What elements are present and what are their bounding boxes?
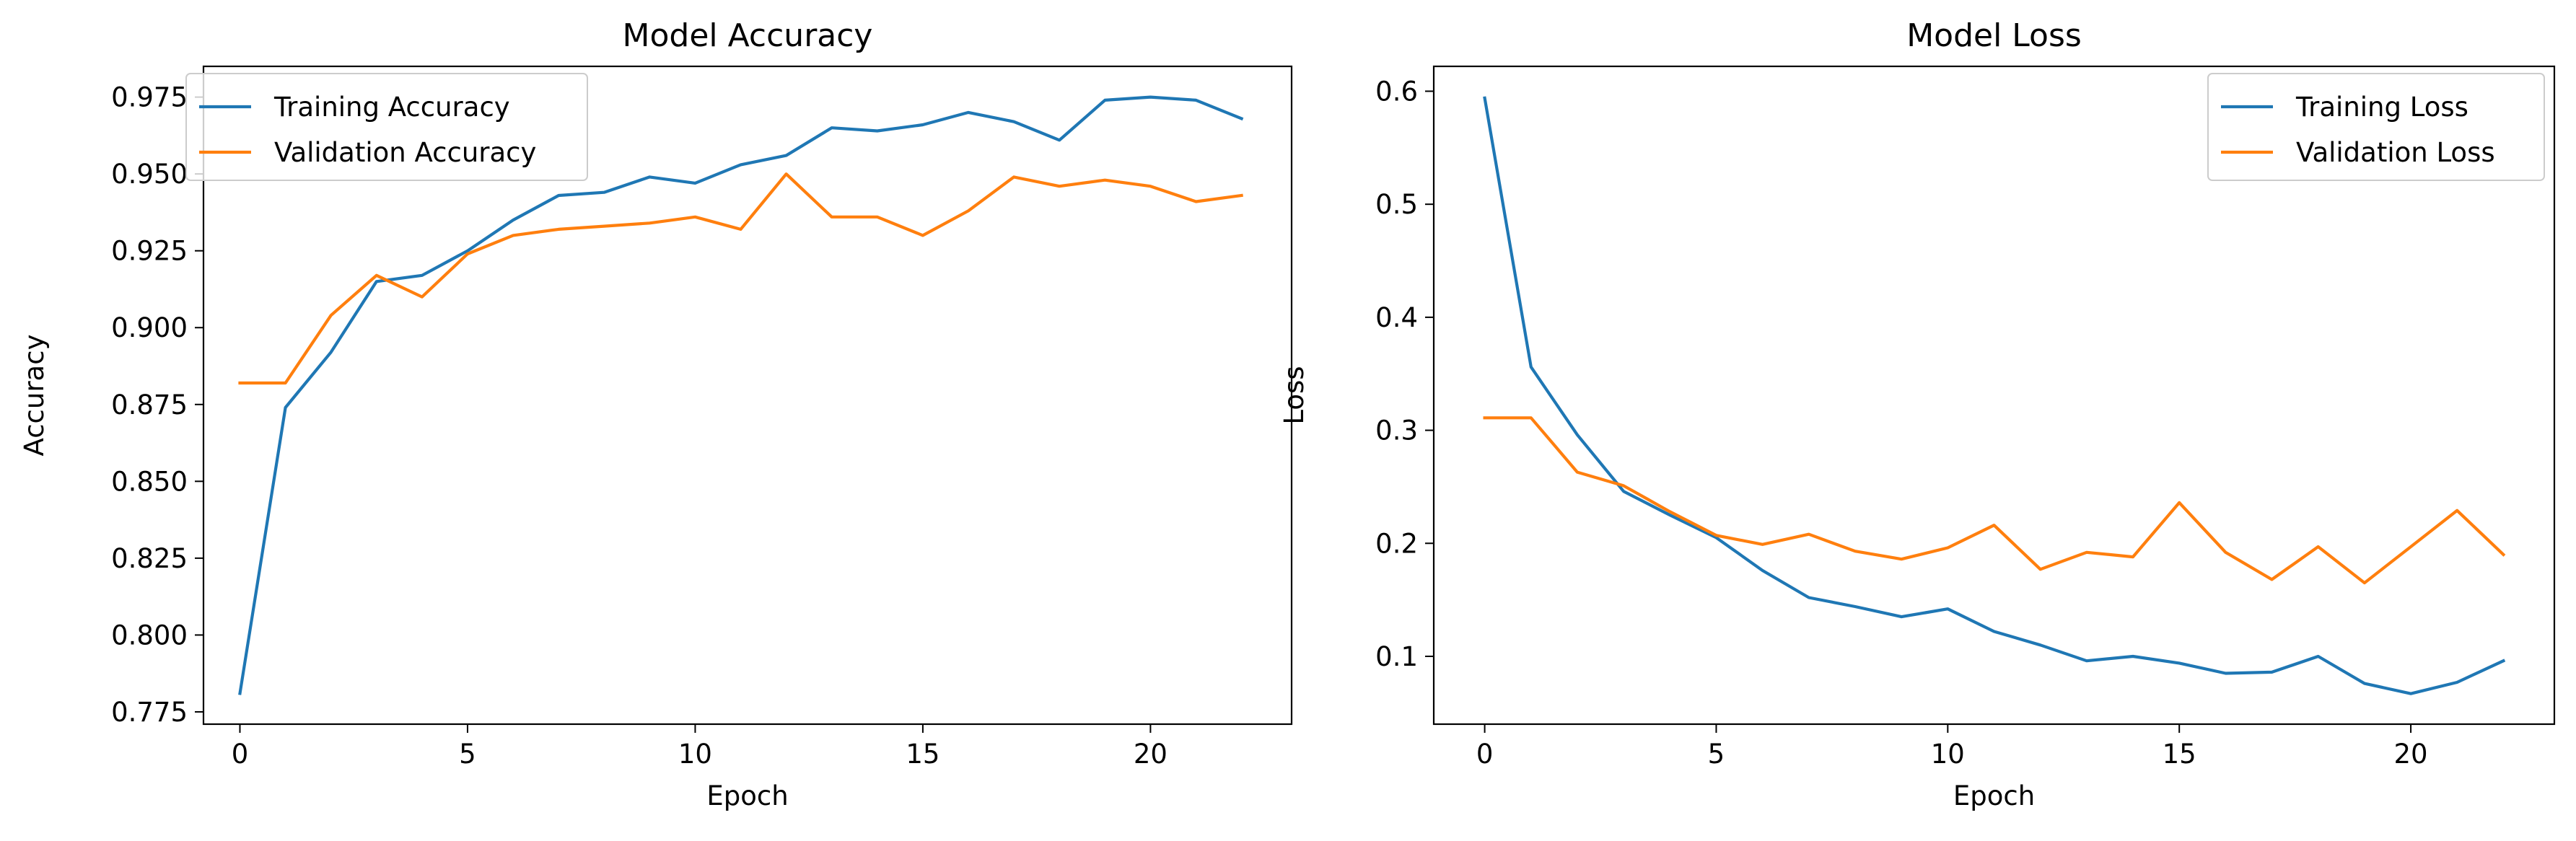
loss-legend: Training Loss Validation Loss xyxy=(2207,73,2545,181)
accuracy-y-tick-label: 0.925 xyxy=(111,236,188,267)
loss-chart-title: Model Loss xyxy=(1906,17,2082,54)
accuracy-y-tick-label: 0.875 xyxy=(111,389,188,420)
accuracy-chart-title: Model Accuracy xyxy=(623,17,873,54)
accuracy-plot-frame xyxy=(202,65,1293,726)
loss-y-tick-label: 0.4 xyxy=(1375,302,1418,333)
accuracy-legend: Training Accuracy Validation Accuracy xyxy=(185,73,588,181)
loss-y-tick-label: 0.6 xyxy=(1375,76,1418,107)
accuracy-y-tick-label: 0.900 xyxy=(111,312,188,343)
loss-x-tick-label: 10 xyxy=(1931,739,1965,770)
accuracy-y-tick-label: 0.950 xyxy=(111,159,188,190)
loss-legend-label: Validation Loss xyxy=(2296,137,2495,168)
accuracy-series-validation-accuracy xyxy=(238,172,1243,385)
accuracy-x-tick-label: 5 xyxy=(459,739,476,770)
loss-x-tick-label: 15 xyxy=(2163,739,2196,770)
accuracy-y-axis-label: Accuracy xyxy=(19,335,50,457)
loss-plot-frame xyxy=(1432,65,2556,726)
loss-chart: Model Loss 0 5 10 15 20 0.1 0.2 0.3 0.4 0.5 0.6 Epoc… xyxy=(1279,17,2556,811)
loss-series-training-loss xyxy=(1483,96,2506,695)
loss-y-axis-label: Loss xyxy=(1279,366,1310,424)
accuracy-legend-label: Training Accuracy xyxy=(273,92,510,123)
accuracy-legend-box xyxy=(185,73,588,181)
accuracy-x-tick-label: 15 xyxy=(906,739,939,770)
loss-x-tick-label: 20 xyxy=(2394,739,2428,770)
loss-series-validation-loss xyxy=(1483,416,2506,585)
loss-legend-box xyxy=(2207,73,2545,181)
accuracy-y-tick-label: 0.800 xyxy=(111,620,188,651)
accuracy-legend-label: Validation Accuracy xyxy=(274,137,536,168)
accuracy-y-tick-label: 0.825 xyxy=(111,543,188,574)
loss-x-tick-label: 5 xyxy=(1708,739,1725,770)
accuracy-chart: Model Accuracy 0 5 10 15 20 0.775 0.800 0.825 0.8… xyxy=(19,17,1293,811)
loss-x-axis-label: Epoch xyxy=(1953,780,2035,811)
loss-y-tick-label: 0.1 xyxy=(1375,641,1418,672)
accuracy-y-tick-label: 0.975 xyxy=(111,82,188,113)
accuracy-x-tick-label: 20 xyxy=(1134,739,1167,770)
loss-y-tick-label: 0.5 xyxy=(1375,189,1418,220)
accuracy-series-training-accuracy xyxy=(238,95,1244,695)
loss-y-tick-label: 0.2 xyxy=(1375,528,1418,559)
accuracy-y-tick-label: 0.850 xyxy=(111,466,188,497)
accuracy-x-axis-label: Epoch xyxy=(706,780,788,811)
loss-legend-label: Training Loss xyxy=(2295,92,2468,123)
loss-y-tick-label: 0.3 xyxy=(1375,415,1418,446)
accuracy-x-tick-label: 0 xyxy=(232,739,249,770)
accuracy-x-tick-label: 10 xyxy=(678,739,712,770)
loss-x-tick-label: 0 xyxy=(1476,739,1494,770)
accuracy-y-tick-label: 0.775 xyxy=(111,697,188,728)
